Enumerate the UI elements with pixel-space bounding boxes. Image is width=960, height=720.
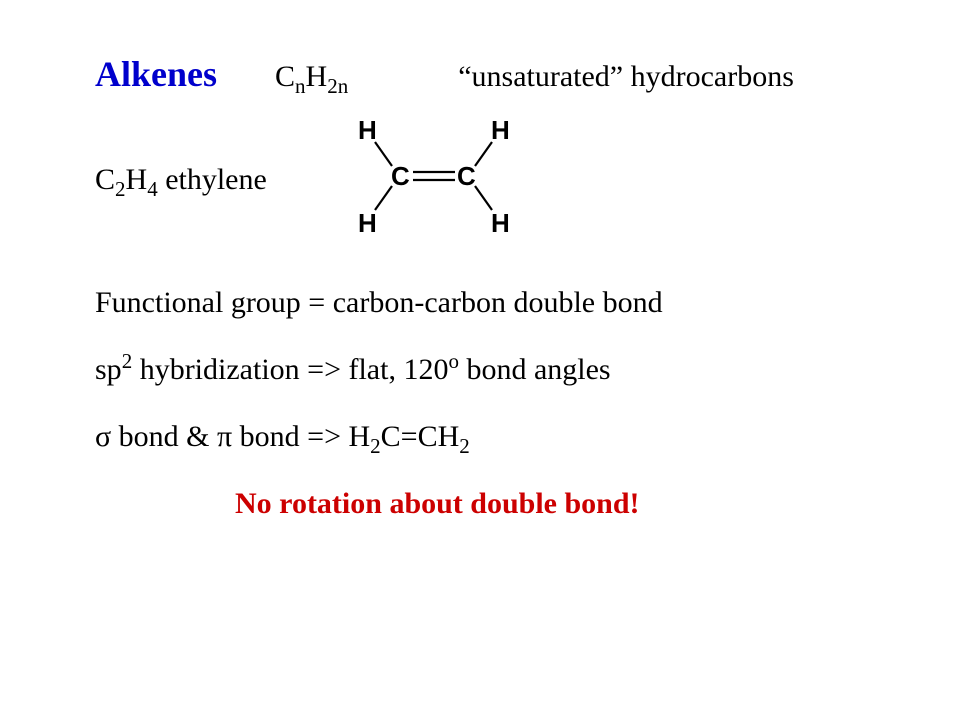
- eth-name: ethylene: [158, 163, 267, 196]
- bond-c1-htl: [375, 142, 392, 166]
- bond-c1-hbl: [375, 186, 392, 210]
- eth-H: H: [126, 163, 148, 196]
- formula-C: C: [275, 60, 295, 93]
- bond-c2-htr: [475, 142, 492, 166]
- atom-h-tr: H: [491, 115, 510, 145]
- bond-c2-hbr: [475, 186, 492, 210]
- title-heading: Alkenes: [95, 55, 217, 95]
- functional-group-line: Functional group = carbon-carbon double …: [95, 286, 865, 319]
- bond-sub1: 2: [370, 434, 381, 458]
- bond-pre: σ bond & π bond => H: [95, 420, 370, 453]
- title-desc: “unsaturated” hydrocarbons: [458, 60, 794, 93]
- sp2-line: sp2 hybridization => flat, 120o bond ang…: [95, 353, 865, 386]
- formula-n: n: [295, 74, 306, 98]
- eth-4: 4: [147, 177, 158, 201]
- sp-rest2: bond angles: [459, 353, 611, 386]
- sp-pre: sp: [95, 353, 122, 386]
- eth-2a: 2: [115, 177, 126, 201]
- sp-rest: hybridization => flat, 120: [132, 353, 448, 386]
- atom-h-tl: H: [358, 115, 377, 145]
- formula-H: H: [306, 60, 328, 93]
- deg-sup: o: [448, 349, 459, 373]
- bond-sub2: 2: [459, 434, 470, 458]
- eth-C: C: [95, 163, 115, 196]
- title-row: Alkenes CnH2n “unsaturated” hydrocarbons: [95, 55, 865, 95]
- formula-2n: 2n: [327, 74, 348, 98]
- sp-sup: 2: [122, 349, 133, 373]
- atom-h-bl: H: [358, 208, 377, 238]
- atom-c1: C: [391, 161, 410, 191]
- ethylene-structure-diagram: C C H H H H: [345, 110, 530, 245]
- general-formula: CnH2n: [275, 60, 348, 93]
- atom-c2: C: [457, 161, 476, 191]
- bond-mid: C=CH: [381, 420, 460, 453]
- sigma-pi-line: σ bond & π bond => H2C=CH2: [95, 420, 865, 453]
- atom-h-br: H: [491, 208, 510, 238]
- no-rotation-line: No rotation about double bond!: [235, 487, 865, 520]
